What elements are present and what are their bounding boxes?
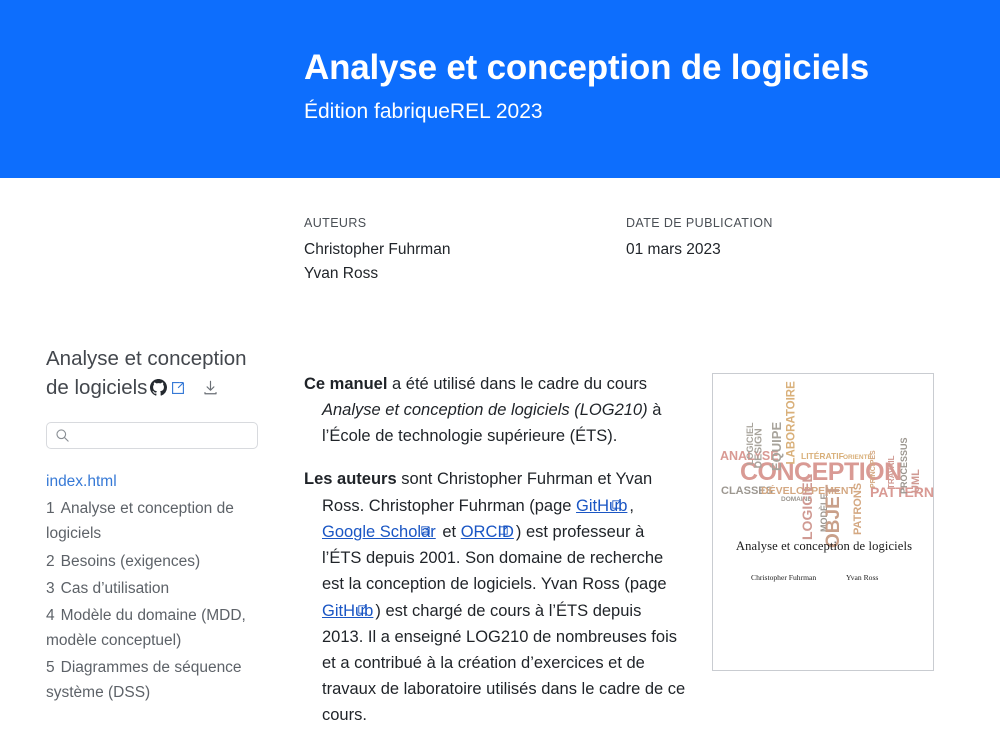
wordcloud-word: PATTERNS xyxy=(870,484,934,500)
sidebar-item-index[interactable]: index.html xyxy=(46,473,117,491)
link-orcid[interactable]: ORCID xyxy=(460,523,514,542)
paragraph-intro-emphasis: Analyse et conception de logiciels (LOG2… xyxy=(322,400,648,419)
sidebar-item-2-label: Besoins (exigences) xyxy=(60,552,201,570)
wordcloud-word: LOGICIEL xyxy=(799,473,815,540)
sidebar-item-5[interactable]: 5 Diagrammes de séquence système (DSS) xyxy=(46,655,260,705)
wordcloud-word: ANALYSE xyxy=(720,449,779,463)
publication-date-label: DATE DE PUBLICATION xyxy=(626,216,773,230)
sidebar-item-2[interactable]: 2 Besoins (exigences) xyxy=(46,549,260,574)
cover-title: Analyse et conception de logiciels xyxy=(735,539,913,553)
wordcloud-word: LOGICIEL xyxy=(745,422,755,466)
wordcloud-word: PRINCIPES xyxy=(870,450,877,488)
sidebar-item-1-number: 1 xyxy=(46,500,55,518)
authors-column: AUTEURS Christopher Fuhrman Yvan Ross xyxy=(304,216,450,286)
wordcloud-word: PROCESSUS xyxy=(899,437,909,494)
wordcloud-word: TRAVAIL xyxy=(887,455,896,489)
search-wrapper xyxy=(46,422,260,450)
wordcloud-word: UML xyxy=(910,469,922,493)
publication-date-column: DATE DE PUBLICATION 01 mars 2023 xyxy=(626,216,773,262)
sidebar-title-icons xyxy=(147,376,219,399)
sidebar-title-text: Analyse et conception de logiciels xyxy=(46,347,247,400)
paragraph-authors-text-2: Christopher Fuhrman (page xyxy=(364,496,577,515)
paragraph-authors-text-3: , xyxy=(629,496,634,515)
sidebar-item-1-label: Analyse et conception de logiciels xyxy=(46,500,234,543)
sidebar-item-4-label: Modèle du domaine (MDD, modèle conceptue… xyxy=(46,606,246,649)
cover-author-2: Yvan Ross xyxy=(846,573,879,582)
external-link-icon[interactable] xyxy=(170,380,186,396)
paragraph-intro: Ce manuel a été utilisé dans le cadre du… xyxy=(304,372,934,450)
sidebar-item-3-number: 3 xyxy=(46,579,55,597)
wordcloud-word: LABORATOIRE xyxy=(785,381,798,465)
paragraph-authors-text-5: ) est professeur à l’ÉTS depuis 2001. So… xyxy=(322,523,664,594)
sidebar-item-3[interactable]: 3 Cas d’utilisation xyxy=(46,576,260,601)
paragraph-authors-text-1: sont Christopher Fuhrman et Yvan Ross. xyxy=(322,469,653,515)
wordcloud-word: ÉQUIPE xyxy=(769,421,784,471)
page-subtitle: Édition fabriqueREL 2023 xyxy=(304,100,543,123)
page-title: Analyse et conception de logiciels xyxy=(304,48,870,87)
cover-author-1: Christopher Fuhrman xyxy=(751,573,817,582)
link-github-ross[interactable]: GitHub xyxy=(322,602,374,621)
link-google-scholar[interactable]: Google Scholar xyxy=(322,523,436,542)
sidebar-item-2-number: 2 xyxy=(46,552,55,570)
paragraph-intro-lead: Ce manuel xyxy=(304,375,388,393)
sidebar-item-5-number: 5 xyxy=(46,658,55,676)
wordcloud-word: ORIENTÉ xyxy=(843,454,872,461)
wordcloud: ANALYSE CONCEPTION PATTERNS CLASSES DÉVE… xyxy=(713,381,934,548)
sidebar-item-3-label: Cas d’utilisation xyxy=(60,579,170,597)
download-icon[interactable] xyxy=(202,379,219,396)
search-input[interactable] xyxy=(46,422,258,450)
link-github-fuhrman[interactable]: GitHub xyxy=(576,496,628,515)
sidebar-item-4[interactable]: 4 Modèle du domaine (MDD, modèle conceptu… xyxy=(46,603,260,653)
sidebar-nav: index.html 1 Analyse et conception de log… xyxy=(46,469,260,705)
publication-date-value: 01 mars 2023 xyxy=(626,240,721,258)
paragraph-authors-text-6: Yvan Ross (page xyxy=(536,575,667,594)
sidebar-item-4-number: 4 xyxy=(46,606,55,624)
paragraph-intro-text-2: à l’École de technologie supérieure (ÉTS… xyxy=(322,400,662,445)
paragraph-authors-text-7: ) est chargé de cours à l’ÉTS depuis 201… xyxy=(322,602,686,724)
wordcloud-word: CONCEPTION xyxy=(740,458,902,486)
sidebar-item-1[interactable]: 1 Analyse et conception de logiciels xyxy=(46,496,260,546)
wordcloud-word: DOMAINE xyxy=(781,496,812,503)
wordcloud-word: PATRONS xyxy=(852,482,864,535)
wordcloud-word: DÉVELOPPEMENT xyxy=(761,485,855,497)
paragraph-authors-text-4: et xyxy=(437,523,461,542)
authors-label: AUTEURS xyxy=(304,216,367,230)
paragraph-intro-text-1: a été utilisé dans le cadre du cours xyxy=(387,375,648,393)
sidebar-item-5-label: Diagrammes de séquence système (DSS) xyxy=(46,658,242,702)
author-name: Yvan Ross xyxy=(304,264,379,282)
wordcloud-word: LITÉRATIF xyxy=(801,451,844,461)
paragraph-authors: Les auteurs sont Christopher Fuhrman et … xyxy=(304,467,934,729)
author-name: Christopher Fuhrman xyxy=(304,240,451,258)
page-banner: Analyse et conception de logiciels Éditi… xyxy=(0,0,1000,178)
sidebar-title: Analyse et conception de logiciels xyxy=(46,344,260,402)
paragraph-authors-lead: Les auteurs xyxy=(304,469,397,488)
wordcloud-word: DESIGN xyxy=(752,428,765,469)
main-content: ANALYSE CONCEPTION PATTERNS CLASSES DÉVE… xyxy=(304,372,934,741)
book-cover-figure: ANALYSE CONCEPTION PATTERNS CLASSES DÉVE… xyxy=(712,373,934,671)
wordcloud-word: CLASSES xyxy=(721,485,773,497)
sidebar: Analyse et conception de logiciels index… xyxy=(46,344,260,705)
github-icon[interactable] xyxy=(150,379,168,396)
